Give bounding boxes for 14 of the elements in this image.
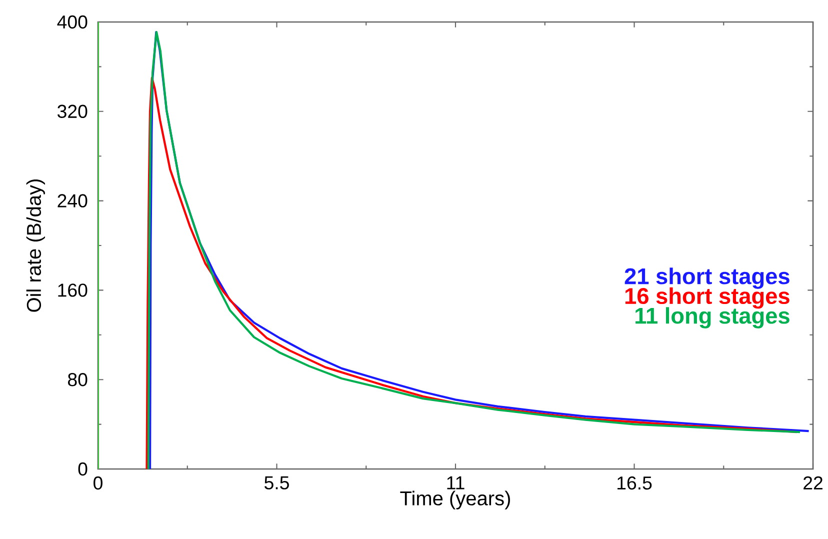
y-axis-title: Oil rate (B/day) bbox=[26, 180, 45, 312]
x-tick-label: 16.5 bbox=[618, 476, 652, 490]
x-tick-label: 0 bbox=[94, 476, 102, 490]
text: 11 long stages bbox=[636, 307, 790, 328]
y-tick-label: 240 bbox=[58, 194, 88, 208]
y-tick-label: 320 bbox=[58, 104, 88, 118]
y-tick-label: 0 bbox=[78, 462, 88, 476]
y-tick-label: 80 bbox=[68, 372, 88, 386]
x-axis-title: Time (years) bbox=[400, 490, 510, 510]
y-tick-label: 160 bbox=[58, 284, 88, 297]
x-tick-label: 11 bbox=[447, 476, 464, 490]
y-tick-label: 400 bbox=[57, 15, 88, 29]
x-tick-label: 22 bbox=[804, 476, 822, 490]
x-tick-label: 5.5 bbox=[264, 476, 289, 490]
